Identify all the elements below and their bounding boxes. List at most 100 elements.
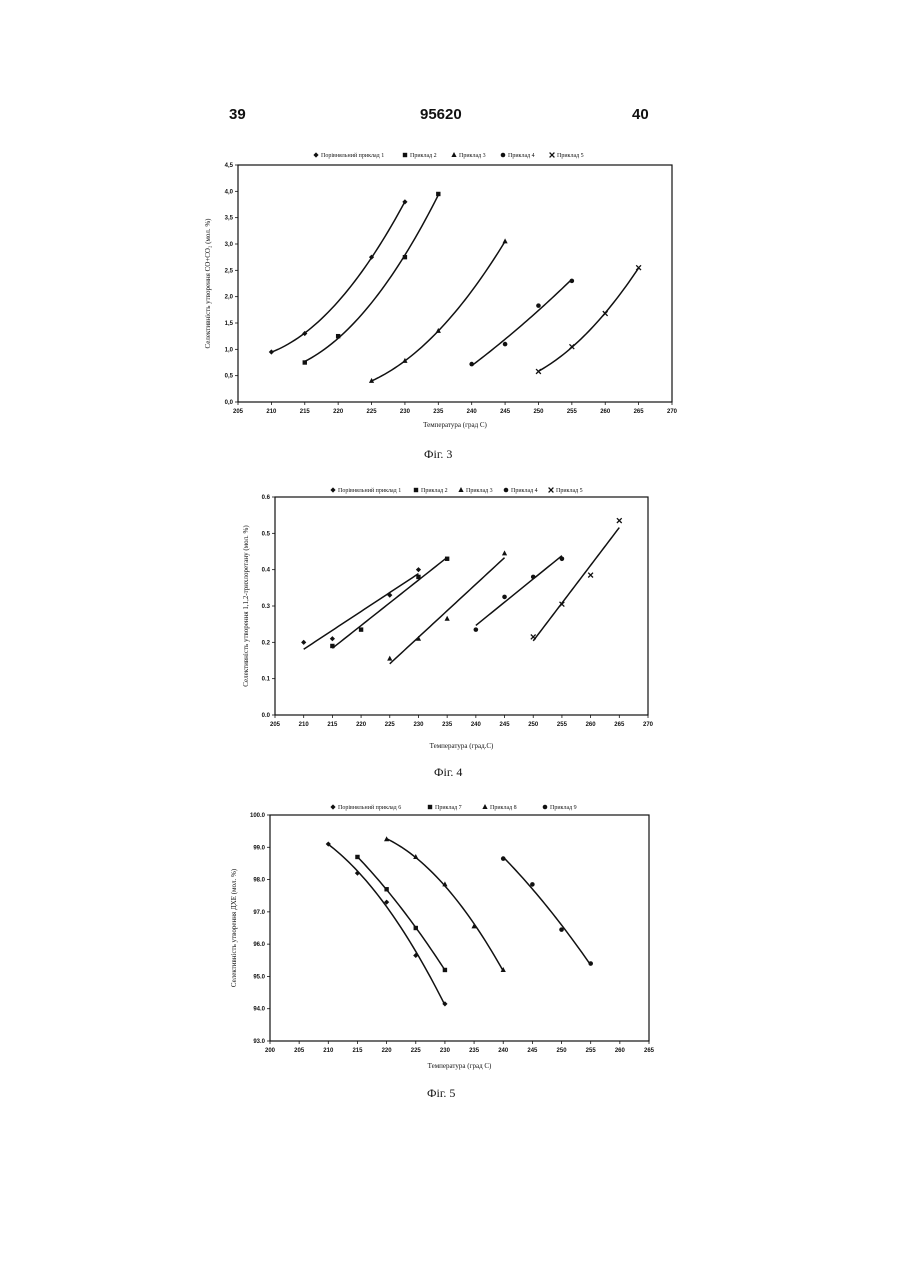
x-tick-label: 235 — [433, 409, 444, 415]
x-tick-label: 265 — [614, 722, 625, 728]
x-tick-label: 245 — [500, 409, 511, 415]
y-tick-label: 99.0 — [253, 845, 265, 851]
plot-frame — [275, 497, 648, 715]
plot-frame — [270, 815, 649, 1041]
y-tick-label: 0.1 — [262, 677, 271, 683]
data-point — [436, 192, 440, 196]
data-point — [536, 303, 541, 308]
legend-label: Порівняльний приклад 1 — [321, 152, 384, 159]
y-tick-label: 2,0 — [225, 295, 234, 301]
y-axis-title: Селективність утворення 1,1,2-трихлорета… — [242, 525, 250, 687]
legend-marker — [482, 804, 487, 809]
trend-line — [538, 268, 638, 371]
data-point — [502, 595, 507, 600]
y-tick-label: 0.6 — [262, 495, 271, 501]
patent-number: 95620 — [420, 106, 462, 123]
y-tick-label: 3,5 — [225, 216, 234, 222]
y-tick-label: 98.0 — [253, 878, 265, 884]
data-point — [536, 369, 541, 374]
y-tick-label: 0,5 — [225, 374, 234, 380]
data-point — [384, 887, 388, 891]
data-point — [445, 616, 450, 621]
trend-line — [372, 241, 506, 381]
data-point — [559, 927, 564, 932]
data-point — [414, 926, 418, 930]
trend-line — [357, 857, 444, 970]
data-point — [443, 968, 447, 972]
y-axis-title: Селективність утворення ДХЕ (мол. %) — [230, 868, 238, 987]
legend-marker — [403, 153, 407, 157]
x-tick-label: 245 — [500, 722, 511, 728]
legend-label: Порівняльний приклад 6 — [338, 804, 401, 811]
legend-marker — [330, 487, 335, 492]
x-tick-label: 250 — [557, 1048, 568, 1054]
x-tick-label: 265 — [644, 1048, 655, 1054]
legend-label: Порівняльний приклад 1 — [338, 487, 401, 494]
data-point — [387, 656, 392, 661]
y-tick-label: 4,5 — [225, 163, 234, 169]
x-tick-label: 220 — [333, 409, 344, 415]
figure-caption: Фіг. 3 — [424, 447, 452, 462]
data-point — [336, 334, 340, 338]
y-tick-label: 96.0 — [253, 942, 265, 948]
legend-marker — [543, 805, 548, 810]
y-tick-label: 0,0 — [225, 400, 234, 406]
y-tick-label: 0.4 — [262, 568, 271, 574]
y-tick-label: 97.0 — [253, 910, 265, 916]
legend-label: Приклад 7 — [435, 805, 462, 811]
x-tick-label: 215 — [327, 722, 338, 728]
x-tick-label: 250 — [528, 722, 539, 728]
trend-line — [390, 558, 505, 664]
x-tick-label: 210 — [323, 1048, 334, 1054]
x-tick-label: 210 — [299, 722, 310, 728]
data-point — [503, 342, 508, 347]
y-tick-label: 93.0 — [253, 1039, 265, 1045]
legend-label: Приклад 5 — [556, 488, 583, 494]
legend-marker — [550, 153, 555, 158]
legend-label: Приклад 4 — [511, 488, 538, 494]
x-tick-label: 235 — [442, 722, 453, 728]
data-point — [560, 556, 565, 561]
x-axis-title: Температура (град С) — [428, 1062, 492, 1070]
legend-marker — [428, 805, 432, 809]
legend-marker — [313, 152, 318, 157]
x-tick-label: 230 — [440, 1048, 451, 1054]
data-point — [588, 573, 593, 578]
legend-marker — [549, 488, 554, 493]
x-tick-label: 220 — [382, 1048, 393, 1054]
x-tick-label: 225 — [367, 409, 378, 415]
page-number-right: 40 — [632, 106, 649, 123]
page-number-left: 39 — [229, 106, 246, 123]
x-tick-label: 255 — [586, 1048, 597, 1054]
data-point — [531, 575, 536, 580]
data-point — [330, 644, 334, 648]
legend-marker — [451, 152, 456, 157]
y-tick-label: 100.0 — [250, 813, 266, 819]
y-tick-label: 0.3 — [262, 604, 271, 610]
data-point — [501, 856, 506, 861]
x-tick-label: 215 — [300, 409, 311, 415]
x-tick-label: 215 — [352, 1048, 363, 1054]
data-point — [531, 634, 536, 639]
x-tick-label: 210 — [266, 409, 277, 415]
x-tick-label: 270 — [643, 722, 654, 728]
data-point — [269, 349, 274, 354]
legend-label: Приклад 9 — [550, 805, 577, 811]
y-tick-label: 0.2 — [262, 640, 271, 646]
chart-fig4: 2052102152202252302352402452502552602652… — [0, 483, 901, 763]
trend-line — [304, 574, 419, 650]
y-tick-label: 0.5 — [262, 531, 271, 537]
x-tick-label: 255 — [557, 722, 568, 728]
trend-line — [271, 202, 405, 353]
data-point — [588, 961, 593, 966]
x-tick-label: 225 — [411, 1048, 422, 1054]
x-tick-label: 225 — [385, 722, 396, 728]
figure-3: 2052102152202252302352402452502552602652… — [0, 145, 901, 475]
data-point — [355, 855, 359, 859]
x-tick-label: 240 — [498, 1048, 509, 1054]
x-tick-label: 230 — [413, 722, 424, 728]
y-tick-label: 2,5 — [225, 268, 234, 274]
data-point — [384, 836, 389, 841]
legend-marker — [330, 804, 335, 809]
trend-line — [533, 528, 619, 641]
